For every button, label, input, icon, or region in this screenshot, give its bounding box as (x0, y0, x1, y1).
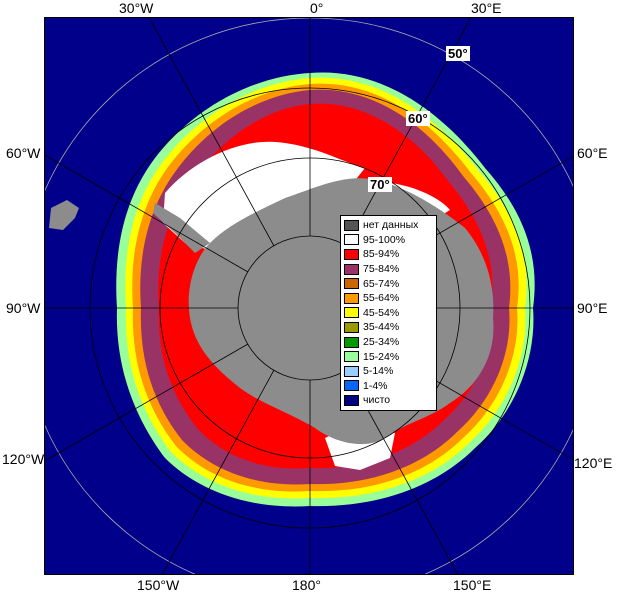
legend-item: 45-54% (344, 306, 433, 321)
legend-item: 15-24% (344, 349, 433, 364)
legend-label: 45-54% (363, 306, 400, 319)
legend-label: нет данных (363, 219, 419, 232)
lon-label-top-30w: 30°W (119, 0, 154, 16)
latitude-label-50: 50° (446, 46, 470, 61)
legend-label: 1-4% (363, 379, 388, 392)
lon-label-left-90w: 90°W (6, 300, 41, 316)
legend-swatch (344, 219, 359, 231)
ice-zone-95-100-weddell (163, 141, 365, 253)
legend-swatch (344, 292, 359, 304)
legend-swatch (344, 351, 359, 363)
legend-label: 95-100% (363, 233, 406, 246)
legend-label: 25-34% (363, 336, 400, 349)
legend-item: чисто (344, 393, 433, 408)
lon-label-top-30e: 30°E (471, 0, 502, 16)
legend-label: 85-94% (363, 248, 400, 261)
legend-item: 85-94% (344, 247, 433, 262)
legend-item: 75-84% (344, 262, 433, 277)
lon-label-left-120w: 120°W (2, 451, 45, 467)
map-frame: 50° 60° 70° (44, 17, 574, 575)
legend-item: 25-34% (344, 335, 433, 350)
legend-item: 95-100% (344, 233, 433, 248)
legend-item: нет данных (344, 218, 433, 233)
legend: нет данных 95-100% 85-94% 75-84% 65-74% … (340, 215, 437, 411)
legend-item: 1-4% (344, 379, 433, 394)
legend-swatch (344, 234, 359, 246)
legend-swatch (344, 278, 359, 290)
legend-label: 35-44% (363, 321, 400, 334)
legend-swatch (344, 263, 359, 275)
lon-label-left-60w: 60°W (6, 145, 41, 161)
antarctic-peninsula (153, 203, 210, 253)
legend-item: 5-14% (344, 364, 433, 379)
sea-ice-map (45, 18, 573, 574)
lon-label-right-60e: 60°E (577, 145, 608, 161)
lon-label-bottom-180: 180° (292, 577, 321, 593)
legend-swatch (344, 321, 359, 333)
lon-label-bottom-150w: 150°W (137, 577, 180, 593)
legend-swatch (344, 307, 359, 319)
latitude-label-60: 60° (406, 111, 430, 126)
legend-swatch (344, 336, 359, 348)
lon-label-bottom-150e: 150°E (453, 577, 492, 593)
legend-swatch (344, 365, 359, 377)
latitude-label-70: 70° (368, 177, 392, 192)
legend-swatch (344, 394, 359, 406)
legend-swatch (344, 380, 359, 392)
legend-item: 55-64% (344, 291, 433, 306)
legend-label: 55-64% (363, 292, 400, 305)
lon-label-right-90e: 90°E (577, 300, 608, 316)
legend-label: 65-74% (363, 277, 400, 290)
legend-item: 65-74% (344, 276, 433, 291)
lon-label-right-120e: 120°E (574, 455, 613, 471)
legend-label: чисто (363, 394, 391, 407)
lon-label-top-0: 0° (310, 0, 324, 16)
legend-label: 5-14% (363, 365, 394, 378)
legend-swatch (344, 248, 359, 260)
legend-item: 35-44% (344, 320, 433, 335)
legend-label: 15-24% (363, 350, 400, 363)
legend-label: 75-84% (363, 263, 400, 276)
south-america-land (49, 200, 79, 230)
